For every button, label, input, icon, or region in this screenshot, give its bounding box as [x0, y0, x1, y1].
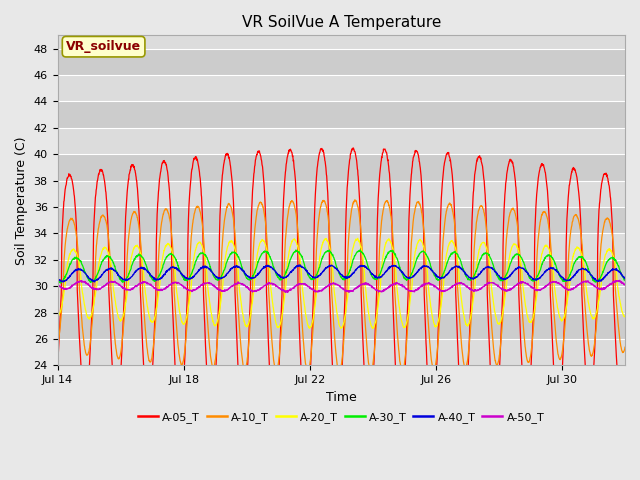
Text: VR_soilvue: VR_soilvue	[66, 40, 141, 53]
Bar	[58, 128, 625, 154]
Bar	[58, 48, 625, 75]
Bar	[58, 207, 625, 233]
Bar	[58, 233, 625, 260]
Bar	[58, 286, 625, 312]
Title: VR SoilVue A Temperature: VR SoilVue A Temperature	[241, 15, 441, 30]
Bar	[58, 75, 625, 101]
Y-axis label: Soil Temperature (C): Soil Temperature (C)	[15, 136, 28, 264]
Legend: A-05_T, A-10_T, A-20_T, A-30_T, A-40_T, A-50_T: A-05_T, A-10_T, A-20_T, A-30_T, A-40_T, …	[134, 407, 549, 427]
Bar	[58, 339, 625, 365]
Bar	[58, 312, 625, 339]
Bar	[58, 260, 625, 286]
Bar	[58, 154, 625, 180]
X-axis label: Time: Time	[326, 391, 356, 404]
Bar	[58, 101, 625, 128]
Bar	[58, 180, 625, 207]
